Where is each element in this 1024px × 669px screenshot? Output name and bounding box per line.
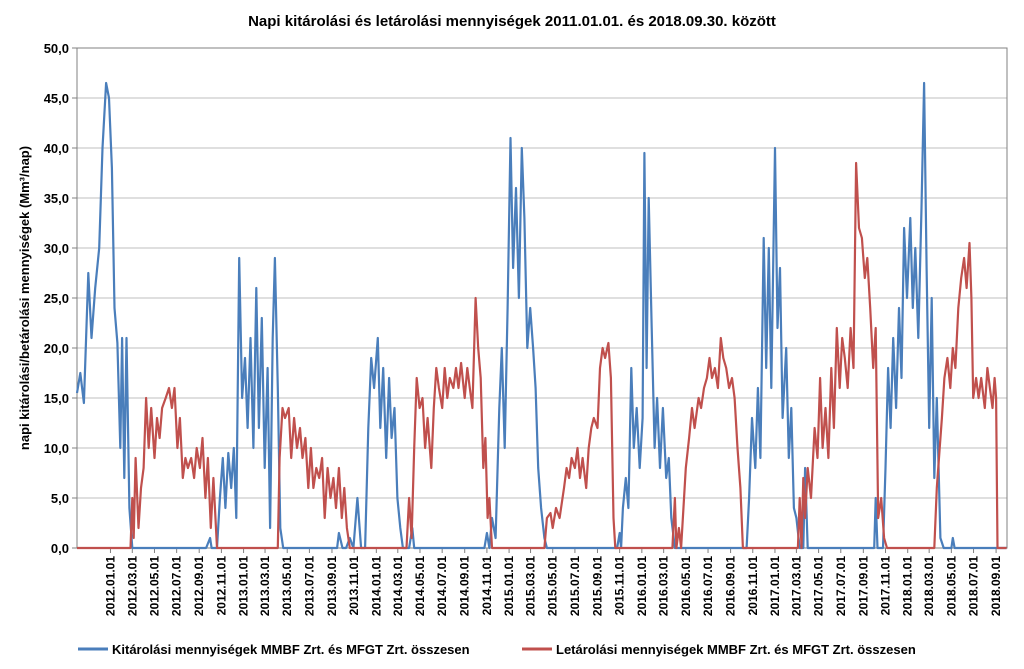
- x-tick-label: 2016.05.01: [679, 556, 693, 616]
- y-axis-label: napi kitárolási/betárolási mennyiségek (…: [17, 146, 32, 450]
- x-axis: 2012.01.01 2012.03.01 2012.05.01 2012.07.01…: [103, 548, 1003, 616]
- x-tick-label: 2013.09.01: [325, 556, 339, 616]
- x-tick-label: 2017.11.01: [879, 556, 893, 616]
- series-layer: [75, 81, 1007, 550]
- y-tick-label: 25,0: [44, 291, 69, 306]
- y-tick-label: 50,0: [44, 41, 69, 56]
- x-tick-label: 2016.07.01: [701, 556, 715, 616]
- x-tick-label: 2018.05.01: [944, 556, 958, 616]
- x-tick-label: 2014.11.01: [480, 556, 494, 616]
- y-tick-label: 5,0: [51, 491, 69, 506]
- y-tick-label: 30,0: [44, 241, 69, 256]
- x-tick-label: 2018.01.01: [901, 556, 915, 616]
- legend-label-letarolasi: Letárolási mennyiségek MMBF Zrt. és MFGT…: [556, 642, 916, 657]
- y-tick-label: 10,0: [44, 441, 69, 456]
- x-tick-label: 2017.07.01: [834, 556, 848, 616]
- x-tick-label: 2012.05.01: [147, 556, 161, 616]
- y-axis: 0,0 5,0 10,0 15,0 20,0 25,0 30,0 35,0 40,0 45,0 50…: [44, 41, 77, 556]
- x-tick-label: 2015.01.01: [502, 556, 516, 616]
- x-tick-label: 2012.01.01: [103, 556, 117, 616]
- y-tick-label: 45,0: [44, 91, 69, 106]
- y-tick-label: 0,0: [51, 541, 69, 556]
- x-tick-label: 2018.09.01: [989, 556, 1003, 616]
- x-tick-label: 2016.03.01: [657, 556, 671, 616]
- x-tick-label: 2013.07.01: [302, 556, 316, 616]
- x-tick-label: 2013.11.01: [347, 556, 361, 616]
- x-tick-label: 2012.03.01: [125, 556, 139, 616]
- y-tick-label: 40,0: [44, 141, 69, 156]
- gridlines: [77, 97, 1007, 499]
- x-tick-label: 2012.07.01: [170, 556, 184, 616]
- x-tick-label: 2017.01.01: [768, 556, 782, 616]
- y-tick-label: 20,0: [44, 341, 69, 356]
- x-tick-label: 2016.01.01: [635, 556, 649, 616]
- x-tick-label: 2014.03.01: [391, 556, 405, 616]
- chart-title: Napi kitárolási és letárolási mennyisége…: [248, 13, 776, 30]
- x-tick-label: 2014.05.01: [413, 556, 427, 616]
- x-tick-label: 2016.09.01: [724, 556, 738, 616]
- x-tick-label: 2014.07.01: [435, 556, 449, 616]
- x-tick-label: 2017.09.01: [856, 556, 870, 616]
- x-tick-label: 2018.03.01: [922, 556, 936, 616]
- x-tick-label: 2018.07.01: [967, 556, 981, 616]
- x-tick-label: 2013.03.01: [258, 556, 272, 616]
- legend-label-kitarolasi: Kitárolási mennyiségek MMBF Zrt. és MFGT…: [112, 642, 470, 657]
- x-tick-label: 2015.11.01: [613, 556, 627, 616]
- x-tick-label: 2013.05.01: [280, 556, 294, 616]
- x-tick-label: 2014.09.01: [458, 556, 472, 616]
- x-tick-label: 2015.03.01: [524, 556, 538, 616]
- x-tick-label: 2012.09.01: [192, 556, 206, 616]
- y-tick-label: 35,0: [44, 191, 69, 206]
- series-line-kitarolasi: [75, 81, 1007, 550]
- x-tick-label: 2014.01.01: [369, 556, 383, 616]
- x-tick-label: 2012.11.01: [214, 556, 228, 616]
- x-tick-label: 2015.09.01: [590, 556, 604, 616]
- x-tick-label: 2016.11.01: [746, 556, 760, 616]
- legend: Kitárolási mennyiségek MMBF Zrt. és MFGT…: [78, 642, 916, 657]
- x-tick-label: 2017.03.01: [789, 556, 803, 616]
- x-tick-label: 2015.05.01: [546, 556, 560, 616]
- x-tick-label: 2017.05.01: [812, 556, 826, 616]
- x-tick-label: 2013.01.01: [237, 556, 251, 616]
- y-tick-label: 15,0: [44, 391, 69, 406]
- series-line-letarolasi: [77, 161, 1007, 550]
- x-tick-label: 2015.07.01: [568, 556, 582, 616]
